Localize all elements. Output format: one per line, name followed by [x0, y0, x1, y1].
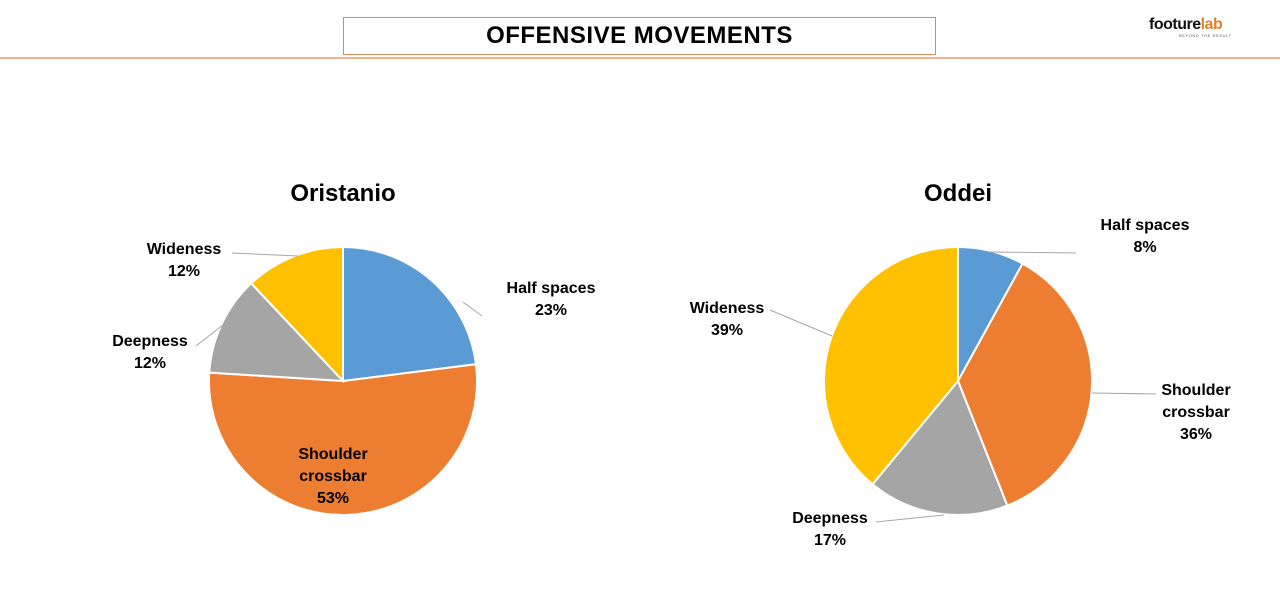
- data-label-oddei-half-spaces: Half spaces 8%: [1101, 217, 1190, 256]
- pie-slice-oddei-shoulder-crossbar: [956, 262, 1093, 507]
- data-label-oristanio-wideness: Wideness 12%: [147, 241, 222, 280]
- page-title: OFFENSIVE MOVEMENTS: [486, 22, 793, 49]
- leader-line-oddei-shoulder-crossbar: [1091, 392, 1157, 395]
- logo-tagline: BEYOND THE RESULT: [1179, 33, 1232, 38]
- pie-chart-oddei: Oddei Half spaces 8% Shoulder crossbar 36% Dee…: [690, 180, 1231, 549]
- pie-slice-oddei-deepness: [871, 379, 1009, 516]
- leader-line-oristanio-half-spaces: [462, 301, 483, 317]
- logo-wordmark: footurelab: [1149, 17, 1239, 33]
- data-label-oristanio-shoulder-crossbar: Shoulder crossbar 53%: [298, 446, 367, 507]
- logo-text-accent: lab: [1200, 16, 1223, 33]
- data-label-oristanio-half-spaces: Half spaces 23%: [507, 280, 596, 319]
- pie-slice-oristanio-deepness: [208, 281, 346, 383]
- chart-title-oristanio: Oristanio: [290, 180, 395, 207]
- pie-chart-oristanio: Oristanio Half spaces 23% Shoulder crossbar 5…: [112, 180, 596, 516]
- leader-line-oristanio-deepness: [195, 317, 233, 347]
- chart-title-oddei: Oddei: [924, 180, 992, 207]
- data-label-oddei-wideness: Wideness 39%: [690, 300, 765, 339]
- data-label-oddei-shoulder-crossbar: Shoulder crossbar 36%: [1161, 382, 1230, 443]
- pie-slice-oristanio-wideness: [249, 245, 344, 384]
- data-label-oddei-deepness: Deepness 17%: [792, 510, 868, 549]
- leader-line-oddei-half-spaces: [989, 251, 1077, 254]
- leader-line-oristanio-wideness: [231, 252, 299, 257]
- header-divider: [0, 57, 1280, 59]
- pie-slice-oristanio-half-spaces: [342, 245, 478, 383]
- footurelab-logo: footurelab BEYOND THE RESULT: [1149, 17, 1239, 43]
- logo-text-primary: footure: [1149, 16, 1201, 33]
- pie-slice-oristanio-shoulder-crossbar: [208, 363, 478, 516]
- leader-line-oddei-wideness: [769, 309, 833, 337]
- data-label-oristanio-deepness: Deepness 12%: [112, 333, 188, 372]
- leader-line-oddei-deepness: [875, 514, 945, 523]
- page-title-box: OFFENSIVE MOVEMENTS: [343, 17, 936, 55]
